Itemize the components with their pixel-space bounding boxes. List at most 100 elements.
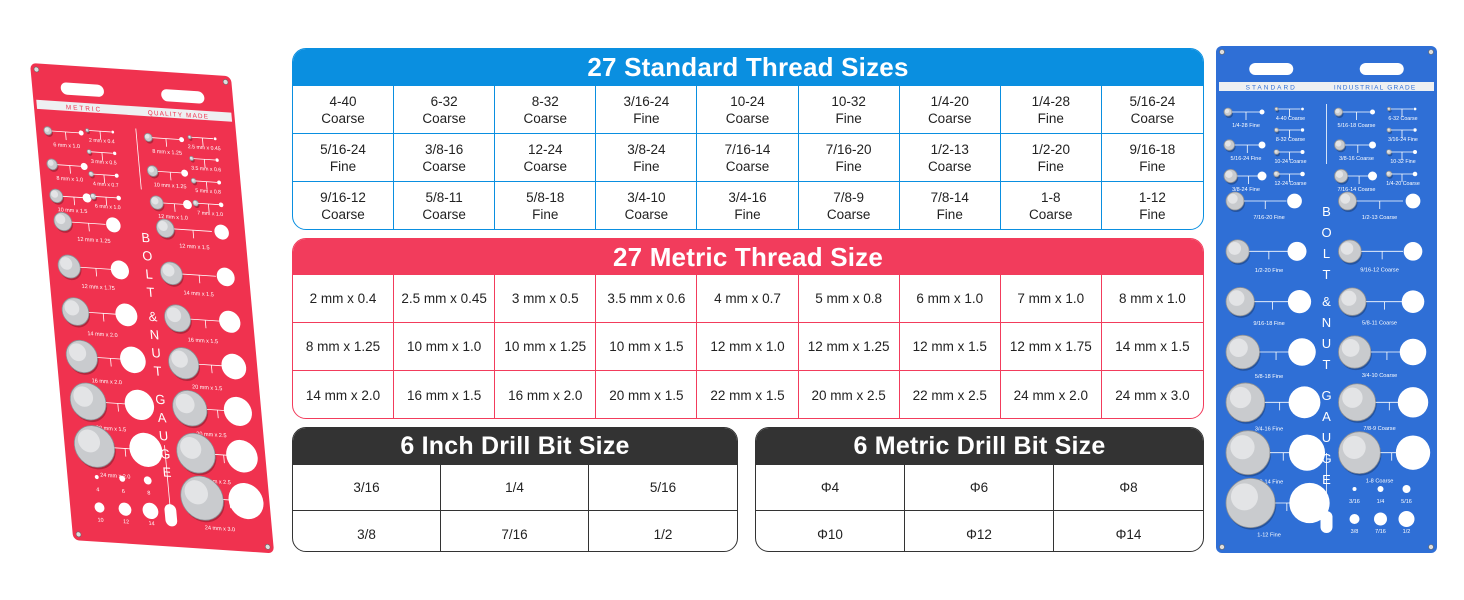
nut-hole	[213, 137, 217, 141]
table-cell: 3.5 mm x 0.6	[596, 275, 698, 323]
nut-hole	[124, 389, 155, 421]
bolt-shadow	[1274, 173, 1281, 179]
nut-hole	[1300, 171, 1305, 177]
gauge-label: 10	[97, 517, 104, 523]
gauge-label: G	[155, 391, 166, 407]
table-cell: 1-12 Fine	[1138, 190, 1166, 222]
bolt-shadow	[1275, 109, 1280, 113]
gauge-tick	[173, 203, 176, 212]
bolt-highlight	[1341, 290, 1357, 306]
gauge-label: N	[1322, 315, 1331, 330]
nut-hole	[1369, 141, 1376, 149]
bolt-stud	[1225, 477, 1276, 528]
nut-hole	[1349, 514, 1360, 524]
gauge-tick	[205, 181, 208, 190]
nut-hole	[129, 432, 163, 467]
bolt-highlight	[47, 159, 54, 166]
gauge-label: 8 mm x 1.0	[56, 176, 83, 184]
table-cell: 7/16	[441, 511, 589, 551]
bolt-highlight	[87, 150, 90, 153]
table-cell: 10-24 Coarse	[697, 86, 799, 134]
table-cell: 7/8-9 Coarse	[799, 182, 900, 229]
bolt-highlight	[77, 429, 101, 453]
header-strip	[1219, 82, 1434, 91]
table-cell: 8 mm x 1.25	[293, 323, 395, 371]
gauge-label: 7/8-14 Fine	[1255, 480, 1283, 486]
table-cell: 7/8-14 Fine	[900, 182, 1001, 229]
gauge-label: &	[148, 309, 158, 325]
gauge-label: 14 mm x 2.0	[87, 331, 118, 339]
bolt-highlight	[1275, 107, 1277, 110]
bolt-highlight	[89, 172, 92, 175]
screw-icon	[33, 66, 40, 73]
screw-icon	[1219, 544, 1225, 550]
gauge-label: 12 mm x 1.5	[179, 243, 210, 251]
screw-icon	[75, 531, 82, 538]
bolt-highlight	[158, 220, 168, 231]
screw-icon	[1428, 544, 1434, 550]
bolt-highlight	[64, 300, 80, 316]
gauge-label: 10 mm x 1.25	[154, 182, 187, 190]
nut-hole	[223, 396, 252, 426]
gauge-label: 5/8-11 Coarse	[1362, 320, 1397, 326]
table-cell: 4-40 Coarse	[293, 86, 395, 134]
gauge-label: O	[1321, 225, 1331, 240]
gauge-label: 5/16-18 Coarse	[1338, 123, 1376, 129]
gauge-label: 3/8-16 Coarse	[1339, 156, 1374, 162]
bolt-highlight	[1274, 171, 1278, 175]
bolt-shadow	[1225, 171, 1239, 185]
bolt-shadow	[1388, 130, 1392, 134]
table-cell: 3/4-16 Fine	[697, 182, 799, 229]
table-cell: 7/16-20 Fine	[798, 134, 900, 182]
table-cell: Φ6	[905, 465, 1054, 511]
nut-hole	[111, 130, 115, 134]
nut-hole	[1398, 511, 1415, 527]
bolt-shadow	[1227, 289, 1256, 318]
table-cell: 3/8-24 Fine	[596, 134, 698, 182]
bolt-highlight	[1230, 435, 1255, 460]
gauge-tick	[204, 320, 207, 329]
gauge-label: 12 mm x 1.25	[77, 237, 111, 245]
bolt-highlight	[1225, 170, 1233, 178]
table-cell: 2.5 mm x 0.45	[394, 275, 496, 323]
bolt-shadow	[1335, 141, 1347, 153]
bolt-highlight	[1341, 339, 1360, 357]
table-cell: 10 mm x 1.5	[596, 323, 698, 371]
bolt-highlight	[68, 343, 87, 362]
bolt-highlight	[1229, 338, 1248, 358]
bolt-highlight	[1230, 483, 1258, 511]
table-cell: 3/8-16 Coarse	[394, 134, 496, 182]
gauge-label: 14 mm x 1.5	[183, 290, 214, 298]
gauge-tick	[69, 165, 71, 174]
table-grid: 2 mm x 0.4 2.5 mm x 0.45 3 mm x 0.5 3.5 mm …	[293, 275, 1203, 418]
nut-hole	[110, 260, 129, 280]
gauge-label: 5 mm x 0.8	[195, 188, 221, 196]
bolt-stud	[1223, 168, 1238, 183]
bolt-highlight	[1229, 386, 1252, 409]
nut-hole	[179, 137, 185, 143]
nut-hole	[1287, 193, 1302, 209]
gauge-label: 9/16-12 Coarse	[1360, 268, 1399, 274]
bolt-highlight	[1387, 107, 1390, 110]
table-cell: 2 mm x 0.4	[293, 275, 395, 323]
gauge-label: 6 mm x 1.0	[95, 203, 121, 211]
nut-hole	[94, 475, 99, 480]
gauge-label: O	[142, 248, 153, 264]
gauge-label: 20 mm x 2.5	[196, 431, 227, 439]
nut-hole	[1412, 171, 1418, 177]
gauge-label: L	[145, 266, 153, 282]
gauge-label: B	[1322, 204, 1331, 219]
nut-hole	[1403, 241, 1423, 261]
gauge-label: T	[1323, 267, 1331, 282]
table-cell: Φ8	[1054, 465, 1203, 511]
nut-hole	[226, 439, 258, 473]
gauge-label: 10-32 Fine	[1390, 159, 1415, 165]
nut-hole	[215, 158, 219, 162]
bolt-highlight	[1228, 242, 1242, 255]
bolt-highlight	[1228, 290, 1245, 306]
bolt-stud	[1225, 191, 1245, 211]
gauge-label: B	[141, 230, 151, 246]
gauge-label: 10 mm x 1.5	[58, 207, 88, 215]
table-cell: 1/4	[441, 465, 589, 511]
